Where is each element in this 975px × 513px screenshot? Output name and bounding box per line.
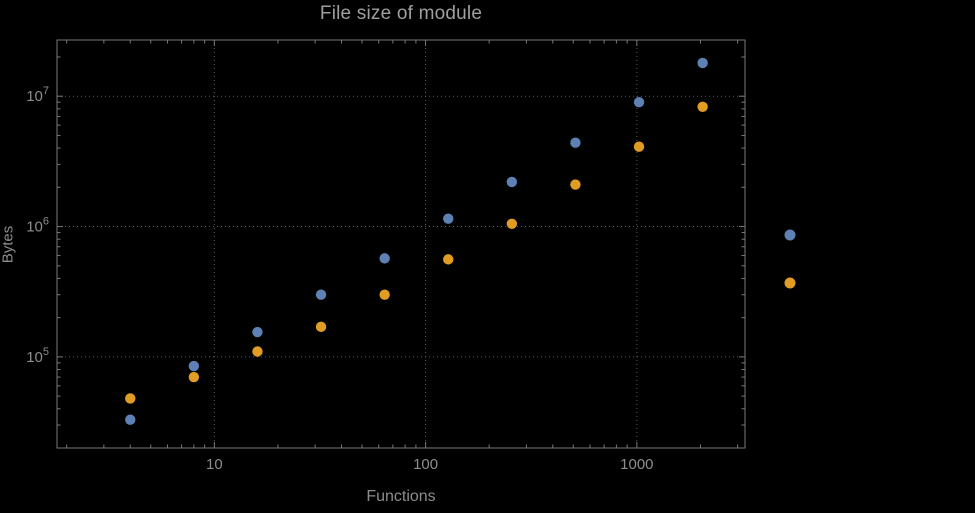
data-point-series-1 [315, 289, 327, 300]
data-point-series-2 [570, 179, 581, 190]
data-point-series-1 [125, 414, 136, 425]
y-tick-label: 105 [26, 346, 49, 366]
data-point-series-2 [252, 346, 263, 357]
legend-marker-series-2 [784, 277, 796, 289]
data-point-series-1 [570, 137, 581, 148]
data-point-series-2 [443, 254, 454, 265]
data-point-series-2 [125, 393, 136, 404]
plot-frame [56, 39, 746, 449]
data-point-series-1 [443, 213, 454, 224]
x-tick-label: 10 [206, 456, 223, 473]
data-point-series-1 [252, 326, 263, 338]
data-point-series-2 [315, 321, 327, 333]
data-point-series-2 [379, 289, 390, 300]
data-point-series-2 [506, 218, 518, 229]
data-point-series-2 [633, 141, 645, 152]
data-point-series-1 [379, 253, 390, 264]
y-axis-label: Bytes [0, 225, 17, 264]
y-tick-label: 107 [26, 85, 49, 105]
y-tick-label: 106 [26, 216, 49, 236]
chart-title: File size of module [319, 3, 483, 24]
data-point-series-1 [697, 57, 708, 69]
legend-marker-series-1 [784, 229, 796, 241]
data-point-series-2 [188, 371, 200, 383]
data-point-series-1 [506, 176, 518, 188]
data-point-series-1 [633, 96, 645, 108]
data-point-series-1 [188, 360, 200, 372]
x-axis-label: Functions [366, 488, 436, 505]
x-tick-label: 100 [413, 456, 438, 473]
data-point-series-2 [697, 101, 708, 112]
x-tick-label: 1000 [620, 456, 653, 473]
